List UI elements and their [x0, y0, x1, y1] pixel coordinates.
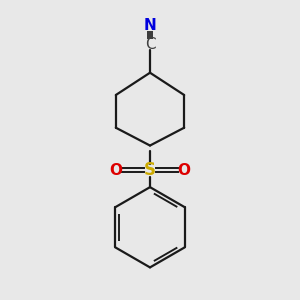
Text: S: S: [144, 161, 156, 179]
Text: O: O: [109, 163, 122, 178]
Text: N: N: [144, 18, 156, 33]
Text: C: C: [145, 37, 155, 52]
Text: O: O: [178, 163, 191, 178]
